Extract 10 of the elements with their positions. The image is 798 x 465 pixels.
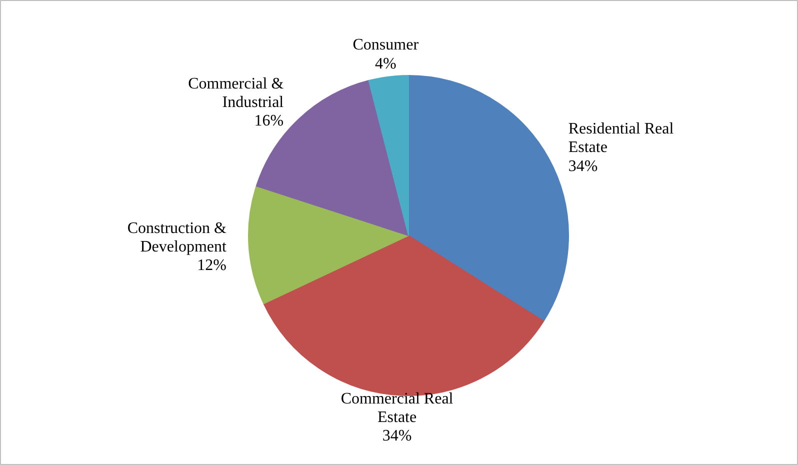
data-label: 34%	[382, 428, 412, 445]
slice-label: Construction & Development	[127, 220, 228, 256]
data-label: 34%	[568, 158, 598, 175]
slice-label: Consumer	[352, 36, 420, 54]
data-label: 4%	[374, 55, 396, 72]
slice-label: Commercial Real Estate	[340, 390, 454, 426]
data-label: 16%	[254, 112, 284, 130]
data-label: 12%	[197, 257, 226, 274]
slice-label: Residential Real Estate	[568, 120, 674, 156]
slice-label: Commercial & Industrial	[188, 75, 284, 112]
